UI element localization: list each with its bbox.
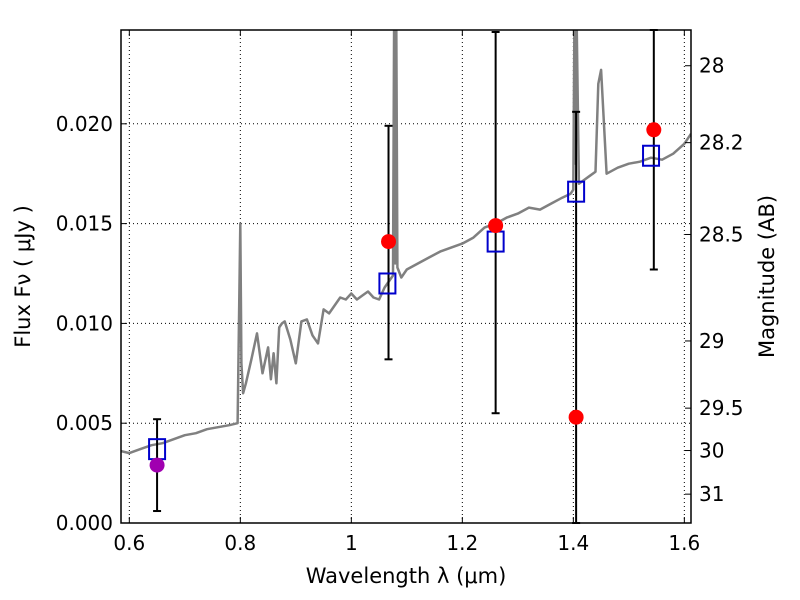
observed-point [149, 457, 165, 473]
magnitude-tick-label: 29 [699, 329, 724, 353]
magnitude-tick-label: 29.5 [699, 396, 744, 420]
model-band-points [148, 144, 661, 461]
magnitude-tick-label: 31 [699, 482, 724, 506]
error-bars [153, 29, 658, 524]
y-axis-title: Flux Fν ( μJy ) [11, 205, 35, 348]
y-tick-label: 0.010 [56, 311, 113, 335]
model-band-marker [567, 180, 586, 203]
magnitude-axis-ticks: 28 28.2 28.5 29 29.5 30 31 [685, 54, 744, 506]
y-tick-label: 0.005 [56, 411, 113, 435]
x-tick-label: 0.6 [113, 531, 145, 555]
observed-point [488, 218, 504, 234]
x-tick-label: 1.4 [557, 531, 589, 555]
x-tick-label: 1.6 [668, 531, 700, 555]
magnitude-tick-label: 30 [699, 439, 724, 463]
plot-frame [120, 29, 692, 524]
y-axis-ticks: 0.000 0.005 0.010 0.015 0.020 [56, 112, 127, 535]
model-spectrum-layer [121, 30, 691, 455]
observed-point [381, 234, 397, 250]
x-axis-ticks: 0.6 0.8 1 1.2 1.4 1.6 [113, 30, 700, 555]
magnitude-tick-label: 28 [699, 54, 724, 78]
magnitude-tick-label: 28.2 [699, 131, 744, 155]
y-tick-label: 0.020 [56, 112, 113, 136]
x-tick-label: 1 [345, 531, 358, 555]
x-tick-label: 0.8 [224, 531, 256, 555]
x-tick-label: 1.2 [446, 531, 478, 555]
y-tick-label: 0.000 [56, 511, 113, 535]
model-spectrum-line [121, 30, 691, 455]
observed-point [646, 122, 662, 138]
observed-points [149, 122, 662, 473]
grid-lines [121, 30, 691, 524]
x-axis-title: Wavelength λ (μm) [306, 564, 507, 588]
magnitude-tick-label: 28.5 [699, 222, 744, 246]
y-tick-label: 0.015 [56, 212, 113, 236]
observed-point [568, 409, 584, 425]
magnitude-axis-title: Magnitude (AB) [755, 195, 779, 358]
model-band-marker [378, 272, 397, 295]
model-band-marker [642, 144, 661, 167]
